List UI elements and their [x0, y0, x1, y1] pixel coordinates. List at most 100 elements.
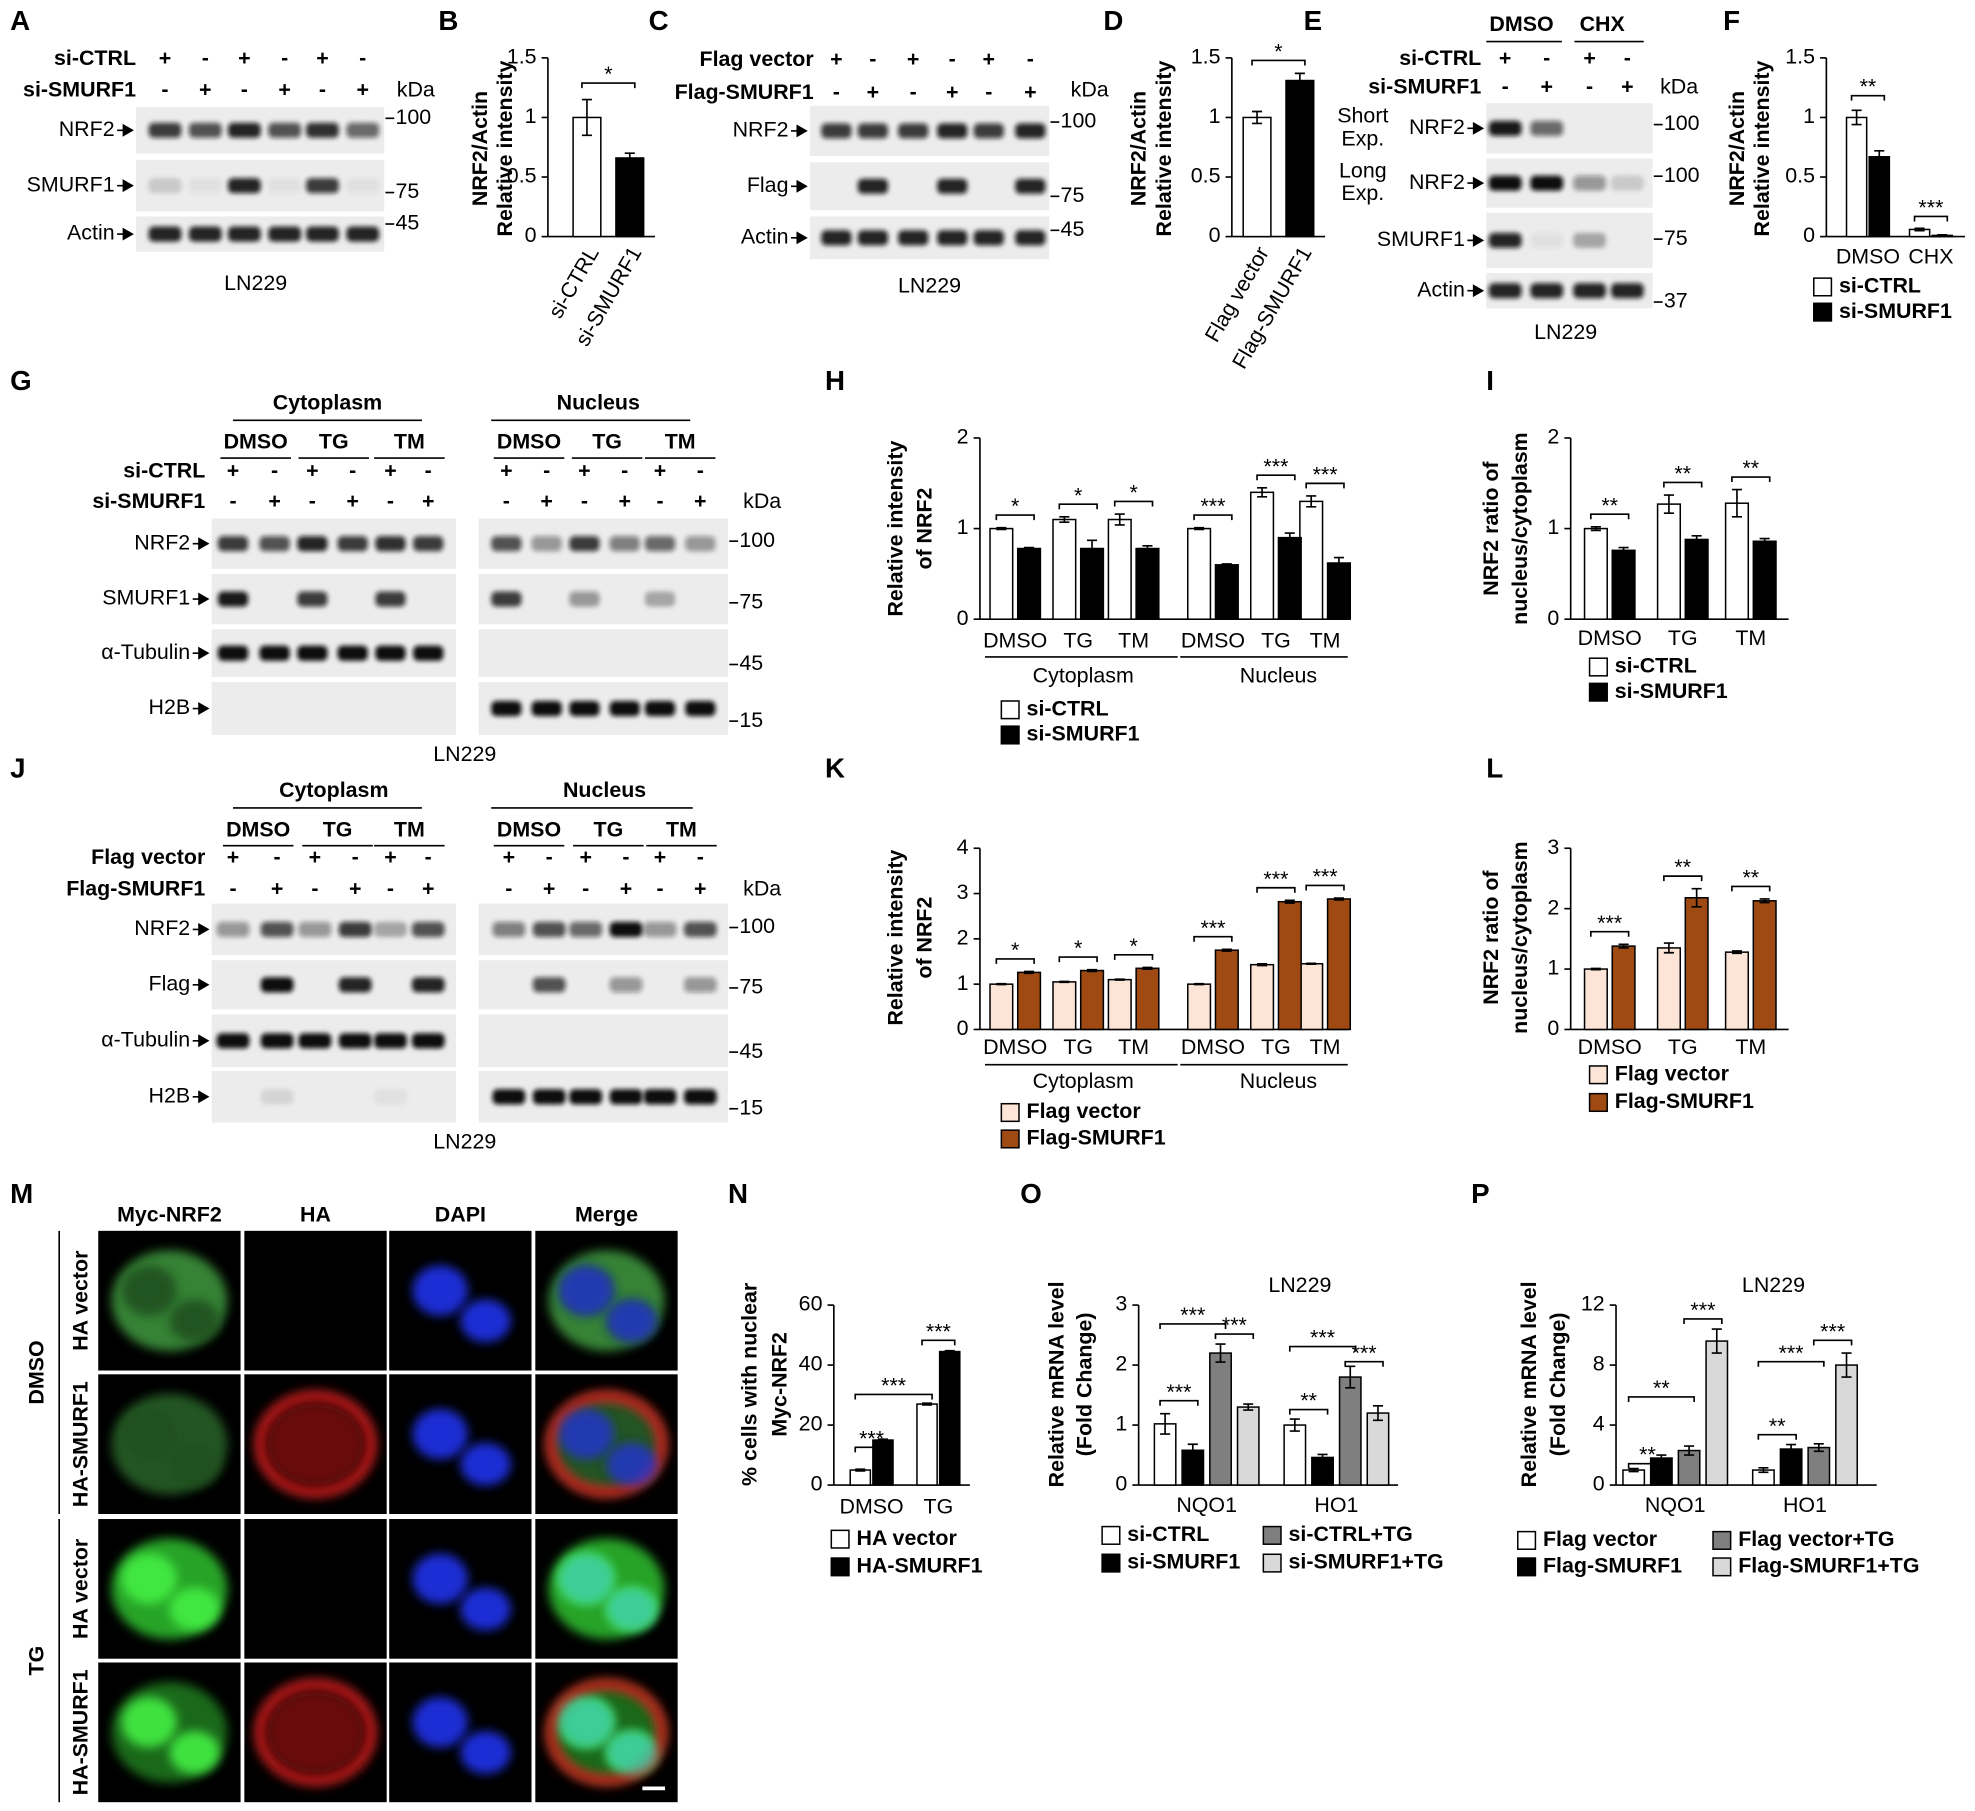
subgroup-label: TM [394, 430, 425, 454]
y-tick-label: 2 [957, 926, 969, 950]
y-axis-label: NRF2/Actin [1127, 91, 1151, 206]
band [937, 230, 968, 246]
significance-label: *** [1597, 911, 1622, 935]
y-tick-label: 1.5 [507, 45, 537, 69]
significance-bracket [1058, 503, 1098, 510]
band [217, 536, 249, 552]
y-tick-label: 0 [1593, 1472, 1605, 1496]
error-bar [996, 526, 1007, 531]
band [260, 1033, 294, 1049]
error-bar [1813, 1442, 1824, 1453]
condition-label: Flag-SMURF1 [675, 80, 814, 104]
legend-label: si-CTRL+TG [1289, 1522, 1413, 1546]
bar [1249, 963, 1275, 1031]
significance-bracket [1757, 1433, 1797, 1440]
y-tick-label: 1 [1209, 104, 1221, 128]
y-tick-label: 0 [1115, 1472, 1127, 1496]
row-label: H2B [149, 1083, 191, 1107]
bar [1277, 900, 1302, 1031]
sign: + [268, 489, 281, 513]
kda-marker: 100 [1061, 109, 1097, 133]
y-axis-label: % cells with nuclear [737, 1283, 761, 1486]
bar [989, 527, 1014, 620]
significance-label: *** [1200, 494, 1225, 518]
sign: + [579, 845, 592, 869]
nucleus [558, 1697, 615, 1748]
bar [1724, 951, 1750, 1031]
legend-label: HA vector [857, 1526, 957, 1550]
band [1488, 283, 1522, 299]
error-bar [1851, 109, 1862, 126]
row-arrow [192, 537, 210, 551]
row-label: SMURF1 [27, 172, 115, 196]
legend-label: si-SMURF1 [1027, 722, 1140, 746]
band [1015, 230, 1046, 246]
panel-letter: B [438, 5, 458, 36]
sign: + [349, 876, 362, 900]
condition-label: si-CTRL [1399, 46, 1481, 70]
sign: - [581, 489, 588, 513]
legend-swatch [830, 1529, 850, 1549]
bar [1187, 527, 1212, 620]
bar [849, 1469, 872, 1486]
band [298, 1033, 332, 1049]
band [148, 122, 182, 138]
significance-bracket [1731, 476, 1771, 483]
band [1530, 283, 1564, 299]
error-bar [922, 1402, 933, 1406]
nucleus [412, 1408, 468, 1460]
nucleus [606, 1731, 657, 1774]
legend-label: si-SMURF1+TG [1289, 1550, 1444, 1574]
x-tick-label: DMSO [1578, 1035, 1642, 1059]
column-label: HA [300, 1202, 331, 1226]
sign: - [309, 489, 316, 513]
significance-bracket [1288, 1408, 1329, 1415]
sign: - [274, 845, 281, 869]
significance-bracket [1663, 481, 1703, 488]
error-bar [1160, 1412, 1171, 1435]
significance-label: ** [1860, 75, 1877, 99]
kda-marker: 75 [739, 589, 763, 613]
sign: + [694, 489, 707, 513]
nucleus [558, 1553, 615, 1604]
y-axis-label: of NRF2 [912, 487, 936, 569]
band [685, 700, 716, 717]
group-label: Nucleus [1240, 1069, 1317, 1093]
error-bar [1114, 513, 1125, 526]
y-tick-label: 0.5 [1191, 164, 1221, 188]
x-tick-label: DMSO [983, 1035, 1047, 1059]
error-bar [1306, 962, 1317, 966]
y-tick-label: 0 [1803, 223, 1815, 247]
sign: + [384, 845, 397, 869]
band [1530, 120, 1564, 136]
subgroup-label: TM [394, 817, 425, 841]
band [683, 1089, 717, 1105]
error-bar [1142, 544, 1153, 553]
y-tick-label: 1 [1115, 1412, 1127, 1436]
nucleus [558, 1408, 615, 1460]
nucleus [169, 1442, 220, 1486]
band [532, 977, 566, 993]
error-bar [1243, 1403, 1254, 1411]
error-bar [1114, 978, 1125, 981]
sign: - [546, 845, 553, 869]
significance-bracket [1344, 1360, 1384, 1367]
significance-label: *** [881, 1374, 906, 1398]
band [532, 921, 566, 937]
group-label: Cytoplasm [279, 778, 388, 802]
y-axis-label: Relative intensity [1750, 60, 1774, 236]
error-bar [581, 98, 592, 137]
sign: + [384, 459, 397, 483]
x-tick-label: TG [1668, 626, 1698, 650]
error-bar [1252, 110, 1263, 125]
band [411, 977, 445, 993]
exposure-label: Long [1339, 158, 1387, 182]
row-label: HA-SMURF1 [69, 1381, 93, 1507]
row-arrow [192, 646, 210, 660]
micrograph [244, 1230, 387, 1371]
band [821, 123, 852, 139]
y-tick-label: 0 [1547, 606, 1559, 630]
x-tick-label: TG [1261, 629, 1291, 653]
bar [1583, 968, 1608, 1031]
bar [1583, 527, 1608, 620]
